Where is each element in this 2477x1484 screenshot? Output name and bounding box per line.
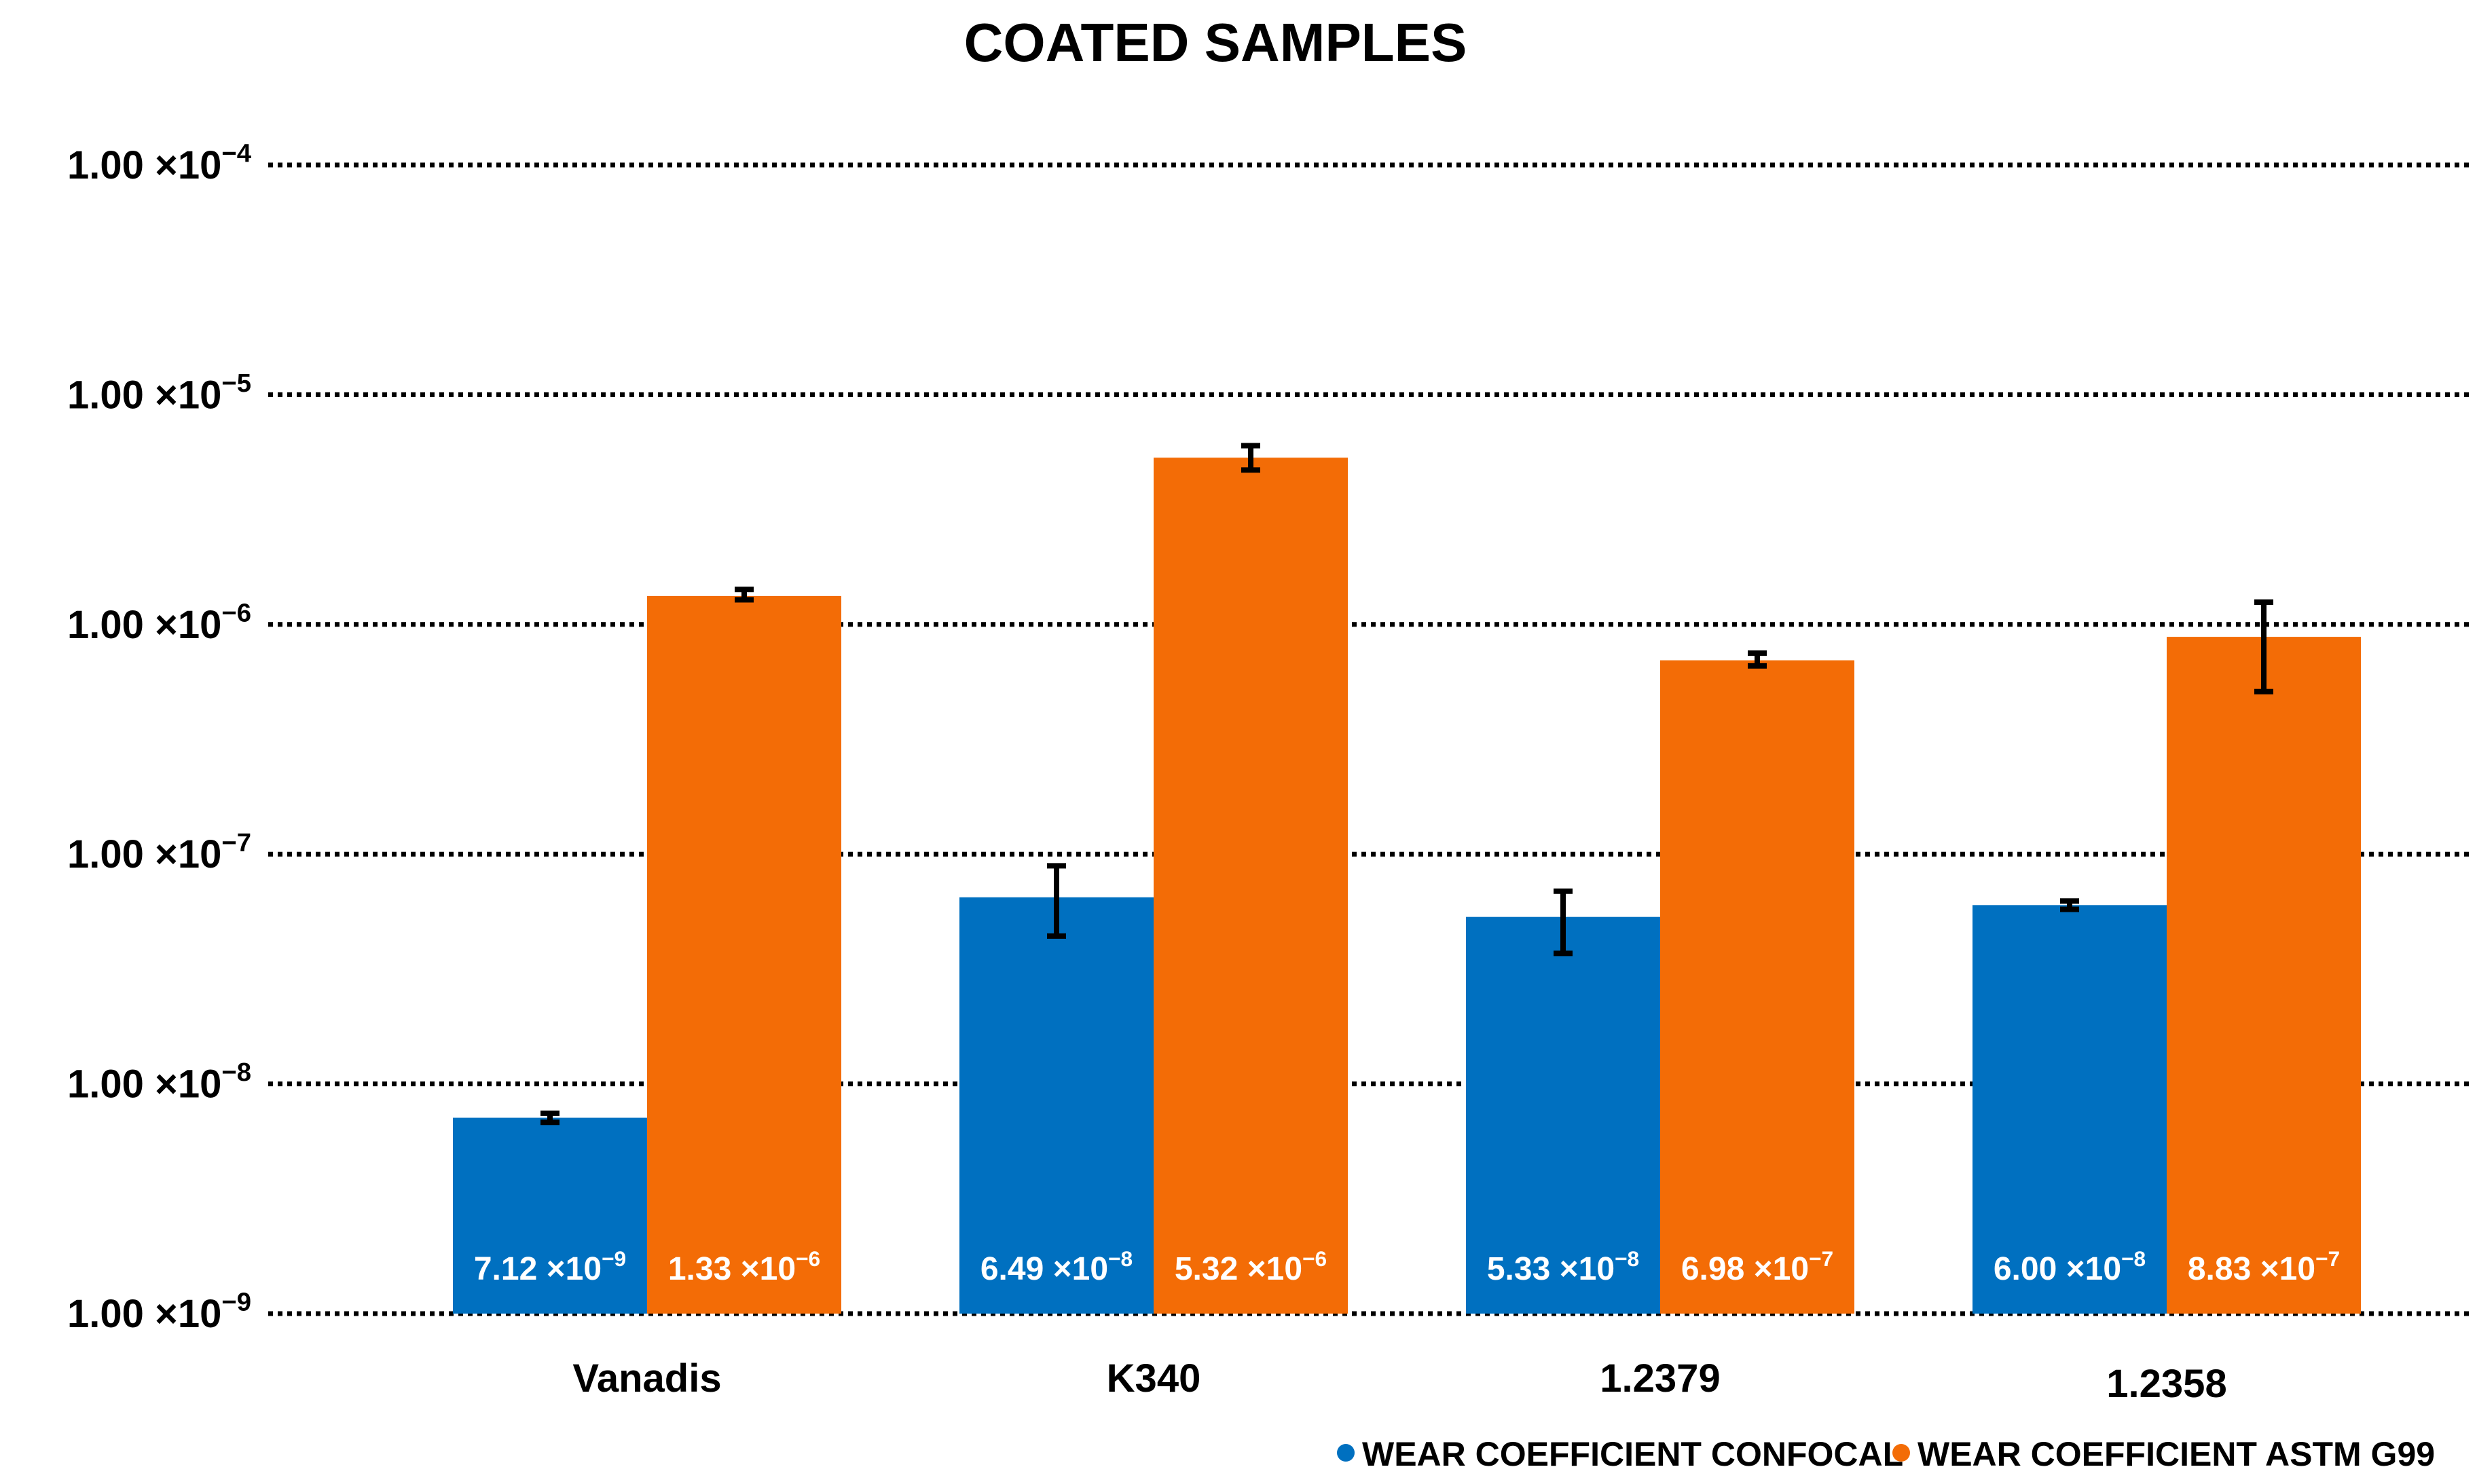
data-label: 6.00 ×10−8 [1994,1246,2146,1287]
data-label-exponent: −7 [2315,1246,2340,1271]
category-label: Vanadis [572,1356,721,1400]
y-tick-label-exponent: −4 [221,139,251,168]
data-label-mantissa: 1.33 ×10 [668,1251,796,1287]
data-label-exponent: −8 [1108,1246,1133,1271]
data-label-exponent: −9 [602,1246,626,1271]
bar-astm-2 [1660,660,1854,1314]
data-label: 5.33 ×10−8 [1487,1246,1639,1287]
bars [453,458,2361,1314]
y-tick-label-exponent: −5 [221,369,251,398]
y-axis-ticks: 1.00 ×10−41.00 ×10−51.00 ×10−61.00 ×10−7… [67,139,252,1336]
legend-item-confocal[interactable]: WEAR COEFFICIENT CONFOCAL [1337,1435,1903,1473]
data-label-mantissa: 6.49 ×10 [980,1251,1108,1287]
data-label-mantissa: 7.12 ×10 [474,1251,602,1287]
data-labels: 7.12 ×10−9 1.33 ×10−6 6.49 ×10−8 5.32 ×10−6… [474,1246,2340,1287]
error-bar [2060,898,2079,912]
y-tick-label-mantissa: 1.00 ×10 [67,143,221,187]
y-tick-label: 1.00 ×10−7 [67,828,251,876]
bar-astm-3 [2167,637,2361,1314]
y-tick-label-exponent: −8 [221,1058,251,1087]
x-axis-categories: Vanadis K340 1.2379 1.2358 [572,1356,2226,1406]
error-bar [2254,599,2273,694]
legend-marker-icon [1892,1444,1910,1462]
bar-confocal-0 [453,1117,647,1314]
legend-label: WEAR COEFFICIENT ASTM G99 [1918,1435,2435,1473]
bar-astm-1 [1154,458,1348,1314]
chart-title: COATED SAMPLES [964,12,1467,73]
error-bar [1047,863,1066,939]
error-bars [540,443,2273,1126]
legend-label: WEAR COEFFICIENT CONFOCAL [1362,1435,1903,1473]
y-tick-label: 1.00 ×10−8 [67,1058,251,1106]
bar-confocal-2 [1466,916,1660,1314]
bar-astm-0 [647,595,841,1314]
y-tick-label: 1.00 ×10−4 [67,139,252,187]
y-tick-label: 1.00 ×10−6 [67,598,251,646]
data-label: 1.33 ×10−6 [668,1246,820,1287]
y-tick-label-mantissa: 1.00 ×10 [67,603,221,647]
y-tick-label-mantissa: 1.00 ×10 [67,1062,221,1107]
error-bar [1748,650,1767,669]
data-label-mantissa: 5.32 ×10 [1175,1251,1302,1287]
data-label-exponent: −6 [1302,1246,1327,1271]
y-tick-label-mantissa: 1.00 ×10 [67,832,221,876]
y-tick-label-exponent: −9 [221,1288,251,1317]
error-bar [1554,888,1573,957]
y-tick-label-mantissa: 1.00 ×10 [67,373,221,417]
data-label-exponent: −6 [796,1246,820,1271]
y-tick-label: 1.00 ×10−9 [67,1288,251,1336]
error-bar [735,587,754,603]
data-label-exponent: −8 [2121,1246,2146,1271]
category-label: K340 [1107,1356,1201,1400]
error-bar [540,1110,559,1126]
category-label: 1.2358 [2106,1362,2226,1406]
data-label: 7.12 ×10−9 [474,1246,626,1287]
data-label-mantissa: 6.98 ×10 [1681,1251,1809,1287]
error-bar [1241,443,1260,473]
legend-marker-icon [1337,1444,1355,1462]
data-label: 6.98 ×10−7 [1681,1246,1833,1287]
data-label: 6.49 ×10−8 [980,1246,1133,1287]
data-label: 8.83 ×10−7 [2188,1246,2340,1287]
y-tick-label-mantissa: 1.00 ×10 [67,1292,221,1336]
data-label-mantissa: 8.83 ×10 [2188,1251,2315,1287]
y-tick-label-exponent: −6 [221,598,251,627]
legend-item-astm[interactable]: WEAR COEFFICIENT ASTM G99 [1892,1435,2435,1473]
legend[interactable]: WEAR COEFFICIENT CONFOCAL WEAR COEFFICIEN… [1337,1435,2435,1473]
data-label: 5.32 ×10−6 [1175,1246,1327,1287]
y-tick-label-exponent: −7 [221,828,251,857]
bar-confocal-3 [1973,905,2167,1314]
y-tick-label: 1.00 ×10−5 [67,369,251,417]
bar-confocal-1 [959,897,1154,1314]
category-label: 1.2379 [1600,1356,1720,1400]
data-label-mantissa: 5.33 ×10 [1487,1251,1615,1287]
data-label-mantissa: 6.00 ×10 [1994,1251,2121,1287]
data-label-exponent: −8 [1615,1246,1639,1271]
data-label-exponent: −7 [1809,1246,1833,1271]
